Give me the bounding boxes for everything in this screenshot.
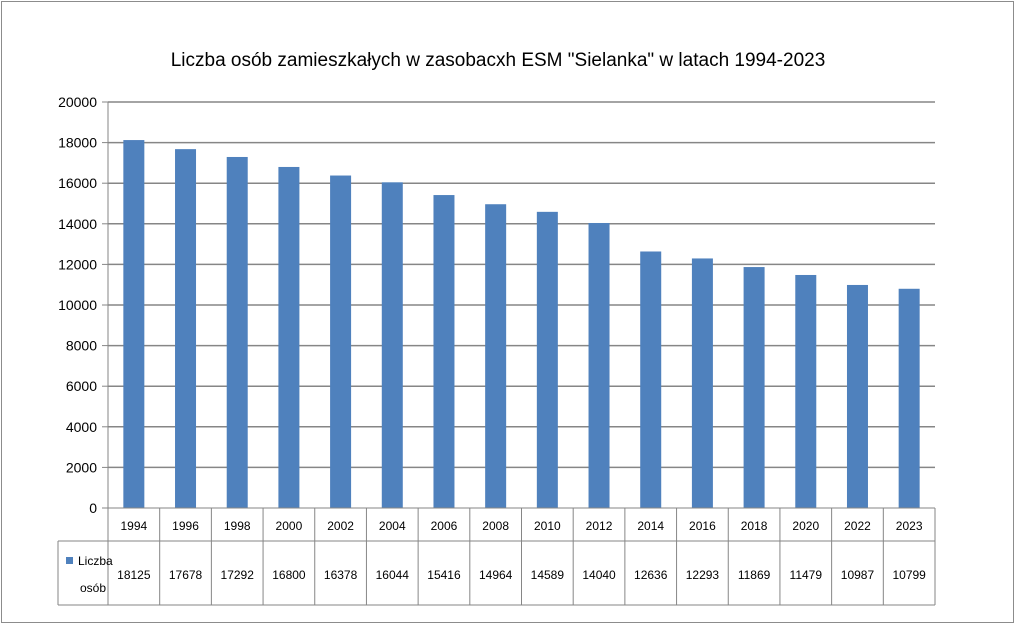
data-label: 18125	[117, 568, 151, 582]
y-tick-label: 14000	[58, 216, 97, 232]
bar-2023	[898, 288, 920, 508]
y-tick-label: 16000	[58, 175, 97, 191]
y-tick-label: 8000	[66, 338, 97, 354]
bar-2012	[588, 222, 610, 508]
x-tick-label: 2000	[276, 519, 303, 533]
bars	[123, 140, 920, 508]
data-label: 14964	[479, 568, 513, 582]
bar-2016	[691, 258, 713, 508]
axes: 0 2000 4000 6000 8000 10000 12000 14000 16000 180…	[58, 94, 109, 516]
data-label: 12636	[634, 568, 668, 582]
y-tick-label: 2000	[66, 459, 97, 475]
x-tick-label: 2002	[327, 519, 354, 533]
x-tick-label: 2020	[792, 519, 819, 533]
bar-2018	[743, 267, 765, 508]
x-tick-label: 2023	[896, 519, 923, 533]
data-label: 14040	[582, 568, 616, 582]
data-label: 15416	[427, 568, 461, 582]
x-tick-label: 2010	[534, 519, 561, 533]
data-label: 16800	[272, 568, 306, 582]
x-tick-label: 2016	[689, 519, 716, 533]
x-tick-label: 1994	[120, 519, 147, 533]
data-label: 16378	[324, 568, 358, 582]
y-tick-label: 6000	[66, 378, 97, 394]
bar-2000	[278, 166, 300, 508]
x-tick-label: 1998	[224, 519, 251, 533]
y-tick-label: 12000	[58, 256, 97, 272]
bar-2006	[433, 195, 455, 508]
bar-1996	[175, 149, 197, 508]
bar-2004	[381, 182, 403, 508]
x-tick-label: 2008	[482, 519, 509, 533]
x-tick-label: 2006	[431, 519, 458, 533]
x-tick-label: 1996	[172, 519, 199, 533]
x-tick-label: 2018	[741, 519, 768, 533]
legend-label-line1: Liczba	[78, 554, 113, 568]
bar-2010	[536, 211, 558, 508]
bar-1998	[226, 156, 248, 508]
data-label: 11869	[738, 568, 771, 582]
data-label: 17678	[169, 568, 203, 582]
y-tick-label: 18000	[58, 135, 97, 151]
data-label: 17292	[221, 568, 255, 582]
x-tick-label: 2012	[586, 519, 613, 533]
data-label: 10799	[892, 568, 926, 582]
legend-label-line2: osób	[80, 581, 106, 595]
x-tick-label: 2014	[637, 519, 664, 533]
data-label: 12293	[686, 568, 720, 582]
y-tick-label: 10000	[58, 297, 97, 313]
bar-2014	[640, 251, 662, 508]
bar-2002	[330, 175, 352, 508]
bar-2022	[846, 284, 868, 508]
data-label: 10987	[841, 568, 875, 582]
bar-1994	[123, 140, 145, 508]
data-label: 16044	[376, 568, 410, 582]
bar-2008	[485, 204, 507, 508]
chart-title: Liczba osób zamieszkałych w zasobacxh ES…	[171, 50, 826, 71]
y-tick-label: 20000	[58, 94, 97, 110]
data-table: 1994 18125 1996 17678 1998 17292 2000 16800 2002…	[57, 507, 936, 606]
legend-key	[66, 557, 73, 564]
data-label: 14589	[531, 568, 565, 582]
bar-2020	[795, 274, 817, 508]
data-label: 11479	[790, 568, 823, 582]
x-tick-label: 2004	[379, 519, 406, 533]
x-tick-label: 2022	[844, 519, 871, 533]
y-tick-label: 0	[89, 500, 97, 516]
y-tick-label: 4000	[66, 419, 97, 435]
